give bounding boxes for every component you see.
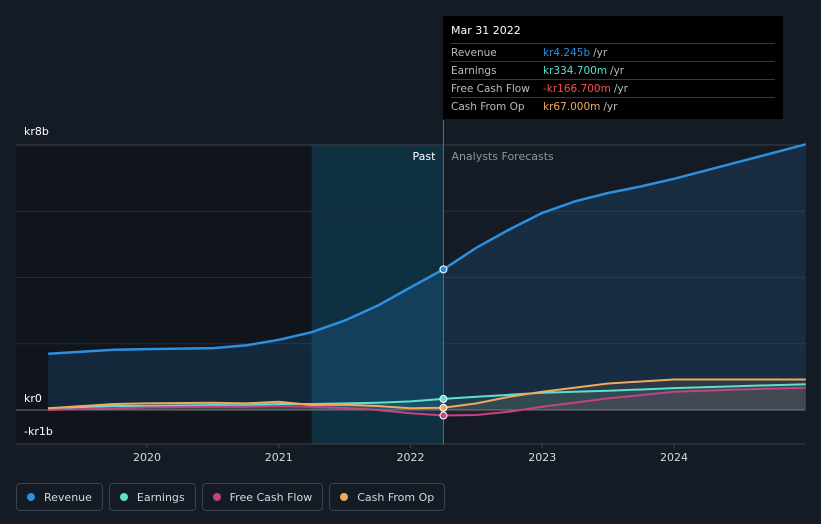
highlight-band: [311, 145, 444, 444]
tooltip-row-value: kr4.245b: [543, 46, 591, 59]
legend-item-free-cash-flow[interactable]: Free Cash Flow: [201, 483, 324, 511]
tooltip-row-label: Earnings: [451, 64, 497, 77]
tooltip-row-unit: /yr: [613, 82, 628, 95]
revenue-area: [48, 144, 806, 411]
legend-item-revenue[interactable]: Revenue: [16, 483, 103, 511]
legend-dot-icon: [212, 493, 221, 501]
tooltip-row-value: kr67.000m: [543, 100, 601, 113]
legend-label: Revenue: [44, 490, 92, 504]
legend-dot-icon: [119, 493, 128, 501]
legend-label: Free Cash Flow: [229, 490, 313, 504]
tooltip-row-label: Revenue: [451, 46, 497, 59]
free-cash-flow-line: [48, 386, 806, 417]
legend-item-cash-from-op[interactable]: Cash From Op: [329, 483, 446, 511]
earnings-line: [48, 383, 806, 410]
past-label: Past: [413, 150, 437, 163]
axis-labels: kr8b kr0 -kr1b 2020 2021 2022 2023 2024: [24, 125, 688, 464]
x-tick-label: 2021: [265, 451, 293, 464]
revenue-marker[interactable]: [439, 265, 448, 274]
tooltip-row-label: Free Cash Flow: [451, 82, 530, 95]
y-tick-label: kr8b: [24, 125, 49, 138]
revenue-line: [48, 143, 807, 355]
tooltip-row-unit: /yr: [593, 46, 608, 59]
tooltip-row: Revenue kr4.245b/yr: [451, 43, 775, 61]
forecast-label: Analysts Forecasts: [451, 150, 554, 163]
legend-label: Earnings: [136, 490, 185, 504]
tooltip: Mar 31 2022 Revenue kr4.245b/yr Earnings kr…: [443, 16, 783, 119]
legend: Revenue Earnings Free Cash Flow Cash From O…: [16, 483, 446, 511]
free-cash-flow-area: [48, 387, 806, 416]
tooltip-row: Cash From Op kr67.000m/yr: [451, 97, 775, 115]
tooltip-row-value: -kr166.700m: [543, 82, 611, 95]
tooltip-row-value: kr334.700m: [543, 64, 608, 77]
tooltip-date: Mar 31 2022: [451, 24, 521, 37]
legend-item-earnings[interactable]: Earnings: [108, 483, 196, 511]
legend-dot-icon: [340, 493, 349, 501]
tooltip-row: Earnings kr334.700m/yr: [451, 61, 775, 79]
y-tick-label: kr0: [24, 392, 42, 405]
y-tick-label: -kr1b: [24, 425, 53, 438]
free-cash-flow-marker[interactable]: [439, 411, 448, 420]
legend-dot-icon: [27, 493, 35, 501]
x-tick-label: 2022: [397, 451, 425, 464]
earnings-marker[interactable]: [439, 394, 448, 403]
series-lines: [48, 143, 807, 417]
tooltip-row-unit: /yr: [603, 100, 618, 113]
x-tick-label: 2020: [133, 451, 161, 464]
legend-label: Cash From Op: [357, 490, 435, 504]
tooltip-row: Free Cash Flow -kr166.700m/yr: [451, 79, 775, 97]
x-tick-label: 2024: [660, 451, 688, 464]
cash-from-op-area: [48, 379, 806, 410]
tooltip-row-label: Cash From Op: [451, 100, 525, 113]
tooltip-markers: [439, 265, 448, 420]
x-tick-label: 2023: [528, 451, 556, 464]
tooltip-row-unit: /yr: [610, 64, 625, 77]
cash-from-op-line: [48, 378, 806, 410]
cash-from-op-marker[interactable]: [439, 403, 448, 412]
